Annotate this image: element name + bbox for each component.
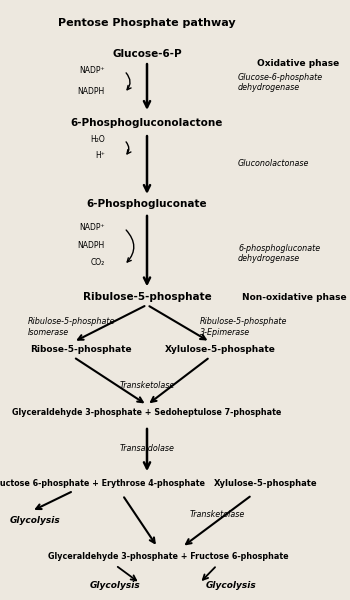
- Text: Glucose-6-phosphate
dehydrogenase: Glucose-6-phosphate dehydrogenase: [238, 73, 323, 92]
- Text: Glycolysis: Glycolysis: [206, 581, 256, 589]
- Text: Non-oxidative phase: Non-oxidative phase: [242, 292, 346, 301]
- Text: Transaldolase: Transaldolase: [120, 444, 174, 452]
- Text: Glycolysis: Glycolysis: [10, 515, 60, 524]
- Text: Oxidative phase: Oxidative phase: [257, 58, 340, 67]
- Text: 6-phosphogluconate
dehydrogenase: 6-phosphogluconate dehydrogenase: [238, 244, 320, 263]
- Text: NADPH: NADPH: [78, 87, 105, 95]
- Text: Xylulose-5-phosphate: Xylulose-5-phosphate: [165, 344, 276, 354]
- Text: Transketolase: Transketolase: [189, 510, 245, 518]
- Text: CO₂: CO₂: [91, 258, 105, 267]
- Text: Glyceraldehyde 3-phosphate + Sedoheptulose 7-phosphate: Glyceraldehyde 3-phosphate + Sedoheptulo…: [12, 408, 282, 418]
- Text: H⁺: H⁺: [95, 151, 105, 160]
- Text: Glycolysis: Glycolysis: [90, 581, 141, 589]
- Text: Ribulose-5-phosphate: Ribulose-5-phosphate: [83, 292, 211, 302]
- Text: Gluconolactonase: Gluconolactonase: [238, 158, 309, 167]
- Text: Glucose-6-P: Glucose-6-P: [112, 49, 182, 59]
- Text: Glyceraldehyde 3-phosphate + Fructose 6-phosphate: Glyceraldehyde 3-phosphate + Fructose 6-…: [48, 552, 288, 562]
- Text: Ribulose-5-phosphate
3-Epimerase: Ribulose-5-phosphate 3-Epimerase: [199, 317, 287, 337]
- Text: NADPH: NADPH: [78, 241, 105, 251]
- Text: NADP⁺: NADP⁺: [79, 223, 105, 232]
- Text: 6-Phosphogluconolactone: 6-Phosphogluconolactone: [71, 118, 223, 128]
- Text: 6-Phosphogluconate: 6-Phosphogluconate: [87, 199, 207, 209]
- Text: Xylulose-5-phosphate: Xylulose-5-phosphate: [214, 479, 318, 487]
- Text: Ribulose-5-phosphate
Isomerase: Ribulose-5-phosphate Isomerase: [28, 317, 116, 337]
- Text: Transketolase: Transketolase: [119, 381, 175, 390]
- Text: Fructose 6-phosphate + Erythrose 4-phosphate: Fructose 6-phosphate + Erythrose 4-phosp…: [0, 479, 205, 487]
- Text: NADP⁺: NADP⁺: [79, 66, 105, 75]
- Text: Pentose Phosphate pathway: Pentose Phosphate pathway: [58, 18, 236, 28]
- Text: H₂O: H₂O: [90, 135, 105, 144]
- Text: Ribose-5-phosphate: Ribose-5-phosphate: [30, 344, 131, 354]
